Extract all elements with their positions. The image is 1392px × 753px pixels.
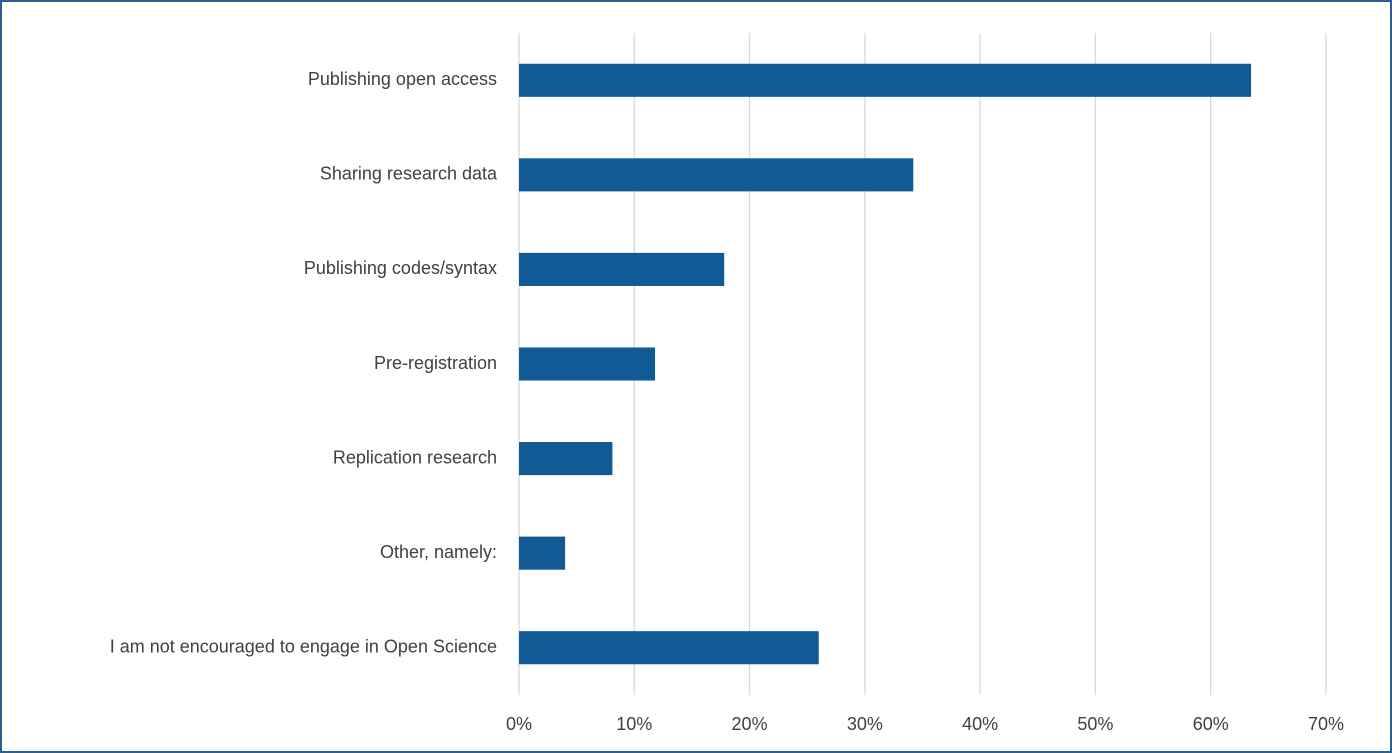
x-tick-label: 60% bbox=[1193, 714, 1229, 734]
bar bbox=[519, 442, 613, 476]
bar bbox=[519, 631, 819, 665]
bar bbox=[519, 158, 914, 192]
y-tick-label: Replication research bbox=[333, 447, 497, 467]
y-tick-label: I am not encouraged to engage in Open Sc… bbox=[110, 636, 497, 656]
bar bbox=[519, 536, 566, 570]
x-tick-label: 0% bbox=[506, 714, 532, 734]
bar bbox=[519, 63, 1252, 97]
x-tick-label: 30% bbox=[847, 714, 883, 734]
x-tick-label: 40% bbox=[962, 714, 998, 734]
y-tick-label: Sharing research data bbox=[320, 164, 498, 184]
x-tick-label: 20% bbox=[732, 714, 768, 734]
x-tick-label: 50% bbox=[1077, 714, 1113, 734]
y-tick-label: Publishing codes/syntax bbox=[304, 258, 497, 278]
y-tick-label: Publishing open access bbox=[308, 69, 497, 89]
bar bbox=[519, 347, 656, 381]
y-tick-label: Other, namely: bbox=[380, 542, 497, 562]
bar bbox=[519, 252, 725, 286]
y-tick-label: Pre-registration bbox=[374, 353, 497, 373]
x-tick-label: 70% bbox=[1308, 714, 1344, 734]
x-tick-label: 10% bbox=[616, 714, 652, 734]
